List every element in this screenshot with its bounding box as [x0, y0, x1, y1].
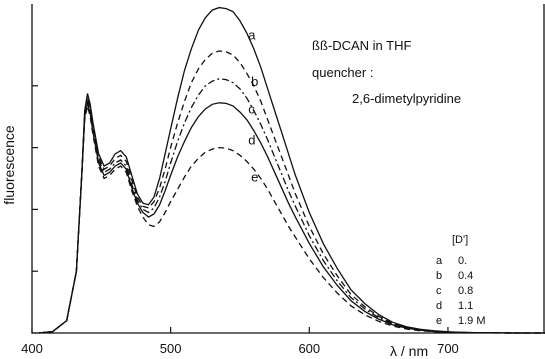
curve-label-a: a — [248, 27, 256, 42]
x-tick-label: 400 — [21, 341, 43, 356]
x-tick-label: 700 — [437, 341, 459, 356]
curve-d — [38, 102, 545, 334]
legend-key-d: d — [436, 300, 442, 312]
curve-label-e: e — [251, 170, 258, 185]
axis-ticks: 400 500 600 700 — [21, 85, 459, 356]
x-axis-label: λ / nm — [390, 343, 428, 359]
plot-frame-line — [31, 4, 545, 334]
curve-a — [38, 6, 545, 334]
legend-value-b: 0.4 — [458, 270, 473, 282]
plot-frame — [31, 4, 545, 334]
curve-e — [38, 105, 545, 334]
y-axis-label: fluorescence — [1, 125, 17, 205]
x-tick-label: 500 — [160, 341, 182, 356]
curve-labels: a bc d e — [248, 27, 258, 184]
curve-label-b: b — [251, 74, 258, 89]
legend: a 0. b 0.4 c 0.8 d 1.1 e 1.9 M — [436, 255, 486, 327]
curve-label-c: c — [248, 102, 255, 117]
spectra-curves — [38, 6, 545, 334]
x-tick-label: 600 — [298, 341, 320, 356]
annotation-title: ßß-DCAN in THF — [312, 38, 411, 53]
legend-key-c: c — [436, 285, 442, 297]
curve-label-d: d — [248, 133, 255, 148]
legend-key-a: a — [436, 255, 443, 267]
legend-value-d: 1.1 — [458, 300, 473, 312]
annotation-quencher-name: 2,6-dimetylpyridine — [352, 91, 461, 106]
legend-value-a: 0. — [458, 255, 467, 267]
annotation-quencher: quencher : — [312, 65, 373, 80]
legend-value-c: 0.8 — [458, 285, 473, 297]
legend-value-e: 1.9 M — [458, 315, 486, 327]
legend-key-b: b — [436, 270, 442, 282]
legend-key-e: e — [436, 315, 442, 327]
legend-title: [D'] — [452, 234, 468, 246]
curve-b — [38, 50, 545, 334]
